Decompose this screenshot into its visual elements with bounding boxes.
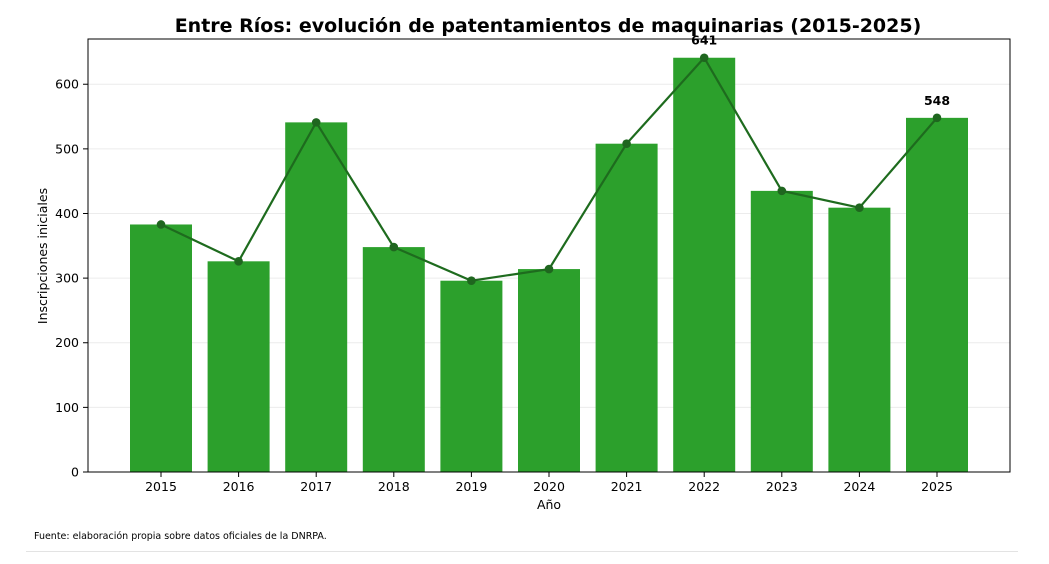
y-axis-label: Inscripciones iniciales [35,188,50,324]
y-tick-label: 0 [71,465,79,480]
point-2025 [932,113,942,123]
y-tick-label: 400 [55,206,79,221]
x-tick-label: 2023 [766,479,798,494]
x-tick-label: 2021 [611,479,643,494]
x-tick-label: 2024 [843,479,875,494]
y-tick-label: 300 [55,271,79,286]
point-2020 [544,264,554,274]
bars [130,57,968,473]
bar-2016 [207,261,270,472]
point-2023 [777,186,787,196]
x-tick-label: 2022 [688,479,720,494]
x-tick-label: 2018 [378,479,410,494]
y-tick-label: 100 [55,400,79,415]
source-note: Fuente: elaboración propia sobre datos o… [34,531,327,542]
point-2016 [234,257,243,266]
bar-2020 [518,269,580,472]
bar-2024 [828,207,891,472]
point-2022 [699,53,709,63]
axes: 0 100 200 300 400 500 600 2015 2016 2017 2018 2019 2… [55,77,953,494]
point-2017 [311,118,321,127]
bar-2018 [362,247,425,472]
point-2021 [622,139,631,148]
bar-2015 [130,224,192,472]
y-tick-label: 200 [55,335,79,350]
bar-2021 [595,143,658,472]
bar-2019 [440,280,503,472]
point-2018 [389,242,399,252]
x-axis-label: Año [537,497,561,512]
x-tick-label: 2015 [145,479,177,494]
trend-line [156,53,942,286]
point-2024 [855,203,864,212]
chart: Entre Ríos: evolución de patentamientos … [35,15,1011,512]
data-labels: 641 548 [691,33,950,108]
x-tick-label: 2017 [300,479,332,494]
data-label-2025: 548 [924,93,950,108]
bar-2017 [285,122,348,473]
x-tick-label: 2025 [921,479,953,494]
point-2019 [467,276,476,286]
data-label-2022: 641 [691,33,717,48]
y-tick-label: 500 [55,141,79,156]
x-tick-label: 2019 [455,479,487,494]
x-tick-label: 2016 [223,479,255,494]
bar-2022 [673,57,736,472]
trend-line-path [160,55,938,282]
bar-2023 [750,190,813,472]
point-2015 [156,220,166,229]
chart-title: Entre Ríos: evolución de patentamientos … [175,15,922,37]
y-tick-label: 600 [55,77,79,92]
x-tick-label: 2020 [533,479,565,494]
bar-2025 [906,117,968,472]
footer-divider [26,551,1018,552]
